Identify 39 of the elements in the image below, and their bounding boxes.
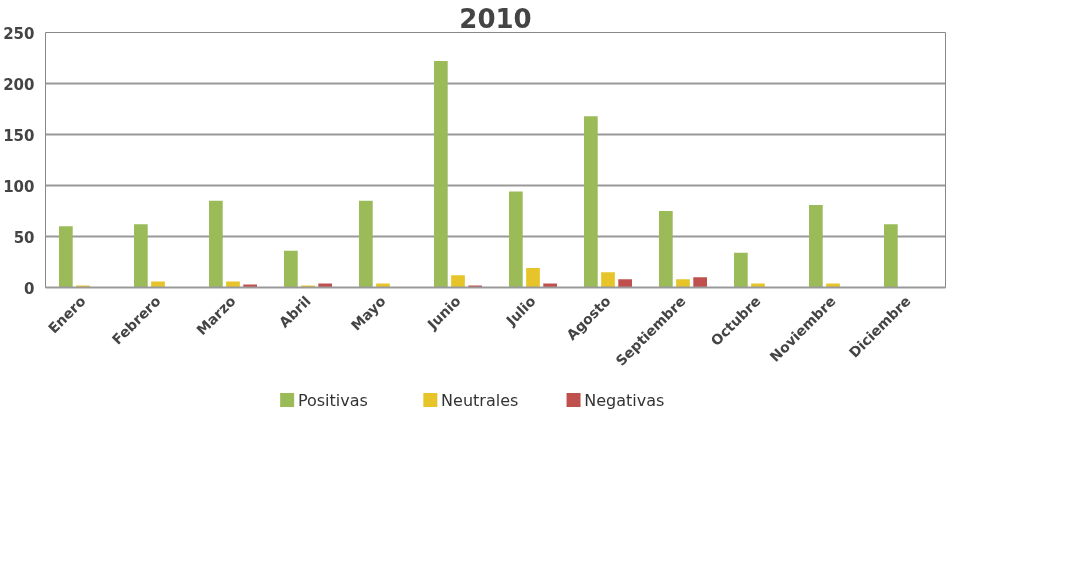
- bar: [226, 281, 240, 288]
- bar: [284, 250, 298, 288]
- bar: [376, 283, 390, 288]
- legend-label: Neutrales: [441, 390, 519, 410]
- bar: [434, 61, 448, 288]
- y-tick-label: 100: [3, 177, 35, 196]
- bar: [676, 279, 690, 288]
- bar: [318, 283, 332, 288]
- bar: [543, 283, 557, 288]
- bar: [734, 252, 748, 288]
- bar: [359, 200, 373, 288]
- bar: [601, 272, 615, 288]
- bar: [509, 191, 523, 288]
- bar: [659, 211, 673, 288]
- y-tick-label: 150: [3, 126, 35, 145]
- chart-title: 2010: [459, 3, 532, 34]
- legend-label: Positivas: [297, 390, 368, 410]
- bar: [751, 283, 765, 288]
- bar: [526, 268, 540, 288]
- bar: [243, 284, 257, 288]
- y-tick-label: 50: [13, 228, 35, 247]
- bar: [468, 285, 482, 288]
- legend-label: Negativas: [584, 390, 665, 410]
- bar: [209, 200, 223, 288]
- bar: [884, 224, 898, 288]
- bar: [584, 116, 598, 288]
- bar: [151, 281, 165, 288]
- bar: [693, 277, 707, 288]
- y-tick-label: 0: [24, 279, 35, 298]
- bar: [451, 275, 465, 288]
- bar: [826, 283, 840, 288]
- bar: [809, 204, 823, 288]
- bar: [618, 279, 632, 288]
- y-tick-label: 250: [3, 24, 35, 43]
- bar: [301, 285, 315, 288]
- bar: [134, 224, 148, 288]
- bar: [59, 226, 73, 288]
- bar: [76, 285, 90, 288]
- y-tick-label: 200: [3, 75, 35, 94]
